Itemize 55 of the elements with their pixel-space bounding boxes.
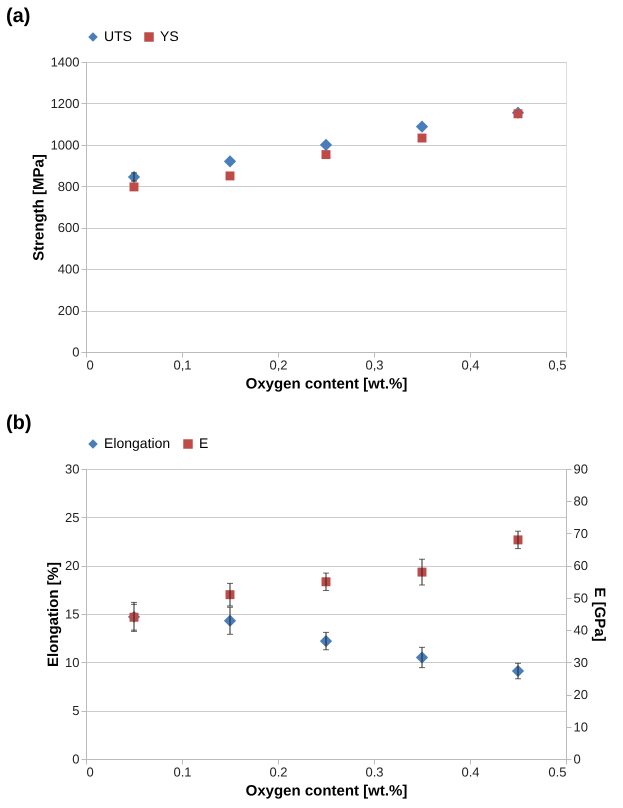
x-tick-label: 0,2: [269, 358, 288, 372]
point: [416, 120, 428, 133]
y2-tick-label: 80: [574, 494, 588, 509]
chart-title: (a): [6, 5, 30, 27]
y-tick-label: 400: [58, 262, 80, 277]
x-axis-title: Oxygen content [wt.%]: [246, 376, 408, 392]
x-tick-label: 0,5: [548, 358, 566, 372]
y-tick-label: 30: [65, 462, 80, 476]
y-tick-label: 25: [65, 510, 80, 525]
x-tick-label: 0: [86, 358, 94, 372]
y2-tick-label: 50: [574, 590, 588, 606]
x-tick-label: 0,1: [173, 358, 192, 372]
y-tick-label: 1400: [50, 54, 80, 70]
y-tick-label: 20: [65, 558, 80, 574]
legend-label: UTS: [104, 28, 132, 44]
y2-tick-label: 30: [574, 654, 588, 670]
y-tick-label: 0: [72, 752, 80, 766]
chart-title: (b): [6, 412, 32, 434]
point: [320, 138, 332, 151]
y-tick-label: 10: [65, 654, 80, 670]
x-tick-label: 0.4: [461, 764, 480, 780]
y2-tick-label: 70: [574, 526, 588, 541]
legend-label: E: [199, 435, 208, 451]
x-axis-title: Oxygen content [wt.%]: [246, 782, 408, 800]
y2-tick-label: 90: [574, 462, 588, 476]
y2-tick-label: 0: [574, 752, 581, 766]
point: [322, 150, 330, 160]
y-tick-label: 600: [58, 220, 80, 236]
y2-tick-label: 60: [574, 558, 588, 574]
y-tick-label: 1200: [50, 96, 80, 111]
x-tick-label: 0: [86, 764, 94, 780]
y-axis-title: Strength [MPa]: [30, 154, 48, 261]
point: [224, 155, 236, 168]
point: [226, 171, 234, 180]
y2-tick-label: 10: [574, 719, 588, 734]
y-tick-label: 5: [72, 703, 80, 718]
y-tick-label: 15: [65, 606, 80, 622]
x-tick-label: 0.3: [365, 764, 384, 780]
x-tick-label: 0.2: [269, 764, 288, 780]
x-tick-label: 0.1: [173, 764, 192, 780]
x-tick-label: 0,4: [461, 358, 480, 372]
point: [130, 182, 138, 192]
legend-label: Elongation: [104, 435, 170, 451]
x-tick-label: 0.5: [548, 764, 566, 780]
y2-tick-label: 20: [574, 687, 588, 702]
legend-label: YS: [160, 28, 179, 44]
y-tick-label: 800: [58, 178, 80, 194]
x-tick-label: 0,3: [365, 358, 384, 372]
y2-axis-title: E [GPa]: [590, 587, 608, 642]
y-tick-label: 1000: [50, 137, 80, 152]
y-tick-label: 0: [72, 344, 80, 360]
y-axis-title: Elongation [%]: [45, 562, 62, 667]
point: [418, 134, 426, 142]
y-tick-label: 200: [58, 303, 80, 318]
y2-tick-label: 40: [574, 622, 588, 638]
